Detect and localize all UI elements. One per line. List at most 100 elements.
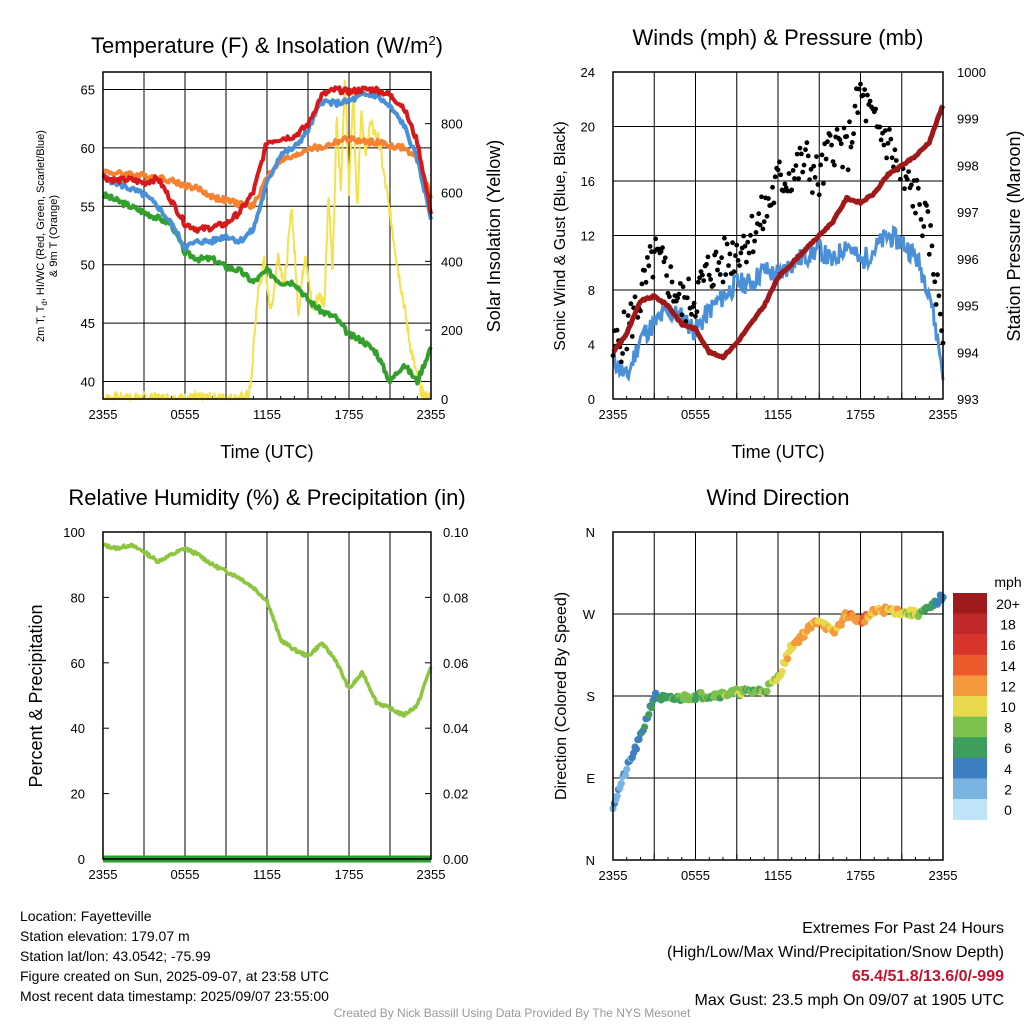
credit-text: Created By Nick Bassill Using Data Provi… bbox=[333, 1006, 691, 1020]
legend-swatch bbox=[953, 799, 987, 820]
gust-point bbox=[679, 312, 685, 318]
direction-point bbox=[635, 735, 643, 743]
humidity-precip-panel: Relative Humidity (%) & Precipitation (i… bbox=[26, 485, 468, 882]
gust-point bbox=[770, 184, 775, 190]
y-right-tick-label: 0.02 bbox=[443, 787, 468, 802]
legend-label: 16 bbox=[1000, 637, 1016, 653]
y-axis-label: 2m T, Td, HI/WC (Red, Green, Scarlet/Blu… bbox=[35, 130, 60, 342]
gust-point bbox=[708, 277, 713, 282]
gust-point bbox=[771, 200, 777, 206]
gust-point bbox=[759, 194, 764, 200]
gust-point bbox=[752, 238, 757, 244]
y-tick-label: N bbox=[586, 525, 595, 540]
gust-point bbox=[804, 140, 810, 146]
extremes-title: Extremes For Past 24 Hours bbox=[802, 920, 1004, 937]
gust-point bbox=[865, 92, 870, 98]
x-tick-label: 1155 bbox=[764, 407, 792, 422]
gust-point bbox=[909, 182, 914, 188]
direction-point bbox=[613, 792, 621, 800]
direction-point bbox=[641, 723, 649, 731]
humidity-title: Relative Humidity (%) & Precipitation (i… bbox=[68, 485, 465, 510]
direction-point bbox=[645, 711, 653, 719]
gust-point bbox=[678, 281, 683, 286]
gust-point bbox=[902, 186, 907, 192]
gust-point bbox=[695, 279, 701, 285]
gust-point bbox=[931, 272, 936, 277]
gust-point bbox=[837, 137, 843, 143]
gust-point bbox=[825, 139, 830, 145]
gust-point bbox=[844, 134, 850, 139]
gust-point bbox=[892, 147, 898, 153]
legend-swatch bbox=[953, 778, 987, 800]
legend-label: 20+ bbox=[996, 596, 1020, 612]
gust-point bbox=[805, 153, 811, 159]
gust-point bbox=[810, 190, 815, 196]
wind-direction-panel: Wind Direction 2355 0555 1155 1755 2355 N E S W N… bbox=[553, 485, 1022, 883]
extremes-values: 65.4/51.8/13.6/0/-999 bbox=[851, 968, 1004, 985]
y-right-tick-label: 993 bbox=[957, 392, 979, 407]
y-right-tick-label: 994 bbox=[957, 345, 979, 360]
gust-point bbox=[694, 309, 700, 315]
gust-point bbox=[838, 141, 844, 147]
gust-point bbox=[921, 224, 927, 229]
legend-label: 2 bbox=[1004, 781, 1012, 797]
gust-point bbox=[893, 158, 899, 163]
gust-point bbox=[848, 144, 854, 150]
y-right-tick-label: 1000 bbox=[957, 65, 986, 80]
station-info: Location: Fayetteville Station elevation… bbox=[20, 906, 329, 1006]
legend-label: 18 bbox=[1000, 617, 1016, 633]
y-tick-label: 8 bbox=[588, 283, 595, 298]
legend-swatch bbox=[953, 613, 987, 635]
gust-point bbox=[719, 255, 724, 261]
y-axis-label: Sonic Wind & Gust (Blue, Black) bbox=[552, 121, 569, 350]
gust-point bbox=[851, 131, 856, 137]
y-tick-label: 16 bbox=[581, 174, 595, 189]
y-tick-label: 40 bbox=[81, 374, 95, 389]
gust-point bbox=[800, 169, 806, 175]
gust-point bbox=[735, 258, 741, 263]
direction-point bbox=[763, 687, 771, 696]
gust-point bbox=[738, 250, 744, 256]
y-right-axis-label: Station Pressure (Maroon) bbox=[1004, 130, 1024, 341]
location-text: Location: Fayetteville bbox=[20, 908, 152, 924]
gust-point bbox=[624, 346, 630, 352]
gust-point bbox=[796, 176, 801, 182]
gust-point bbox=[814, 154, 819, 160]
gust-point bbox=[882, 128, 888, 134]
gust-point bbox=[731, 269, 737, 275]
gust-point bbox=[829, 142, 834, 148]
x-tick-label: 1755 bbox=[846, 407, 875, 422]
legend-swatch bbox=[953, 737, 987, 759]
gust-point bbox=[734, 242, 740, 248]
x-tick-label: 2355 bbox=[89, 407, 118, 422]
gust-point bbox=[750, 249, 756, 255]
gust-point bbox=[660, 245, 665, 251]
gust-point bbox=[722, 235, 727, 241]
temperature-panel: Temperature (F) & Insolation (W/m2) 2355… bbox=[35, 33, 504, 462]
y-tick-label: W bbox=[583, 607, 596, 622]
gust-point bbox=[690, 304, 696, 310]
gust-point bbox=[713, 249, 719, 255]
dewpoint-line bbox=[101, 191, 433, 386]
gust-point bbox=[862, 87, 867, 92]
gust-point bbox=[823, 156, 829, 162]
gust-point bbox=[647, 244, 653, 249]
legend-label: 12 bbox=[1000, 678, 1016, 694]
gust-point bbox=[760, 226, 766, 232]
gust-point bbox=[749, 213, 755, 219]
x-tick-label: 2355 bbox=[599, 407, 628, 422]
y-right-tick-label: 998 bbox=[957, 158, 979, 173]
gust-point bbox=[834, 126, 840, 132]
y-tick-label: 65 bbox=[81, 83, 95, 98]
x-tick-label: 0555 bbox=[681, 407, 710, 422]
gust-point bbox=[888, 136, 894, 142]
gust-point bbox=[797, 145, 803, 151]
gust-point bbox=[840, 164, 845, 170]
plot-frame bbox=[612, 71, 944, 400]
gust-point bbox=[920, 233, 925, 239]
y-tick-label: 20 bbox=[71, 787, 85, 802]
gust-point bbox=[915, 185, 921, 191]
y-tick-label: 40 bbox=[71, 721, 85, 736]
gust-point bbox=[818, 162, 823, 168]
gust-point bbox=[761, 219, 767, 225]
